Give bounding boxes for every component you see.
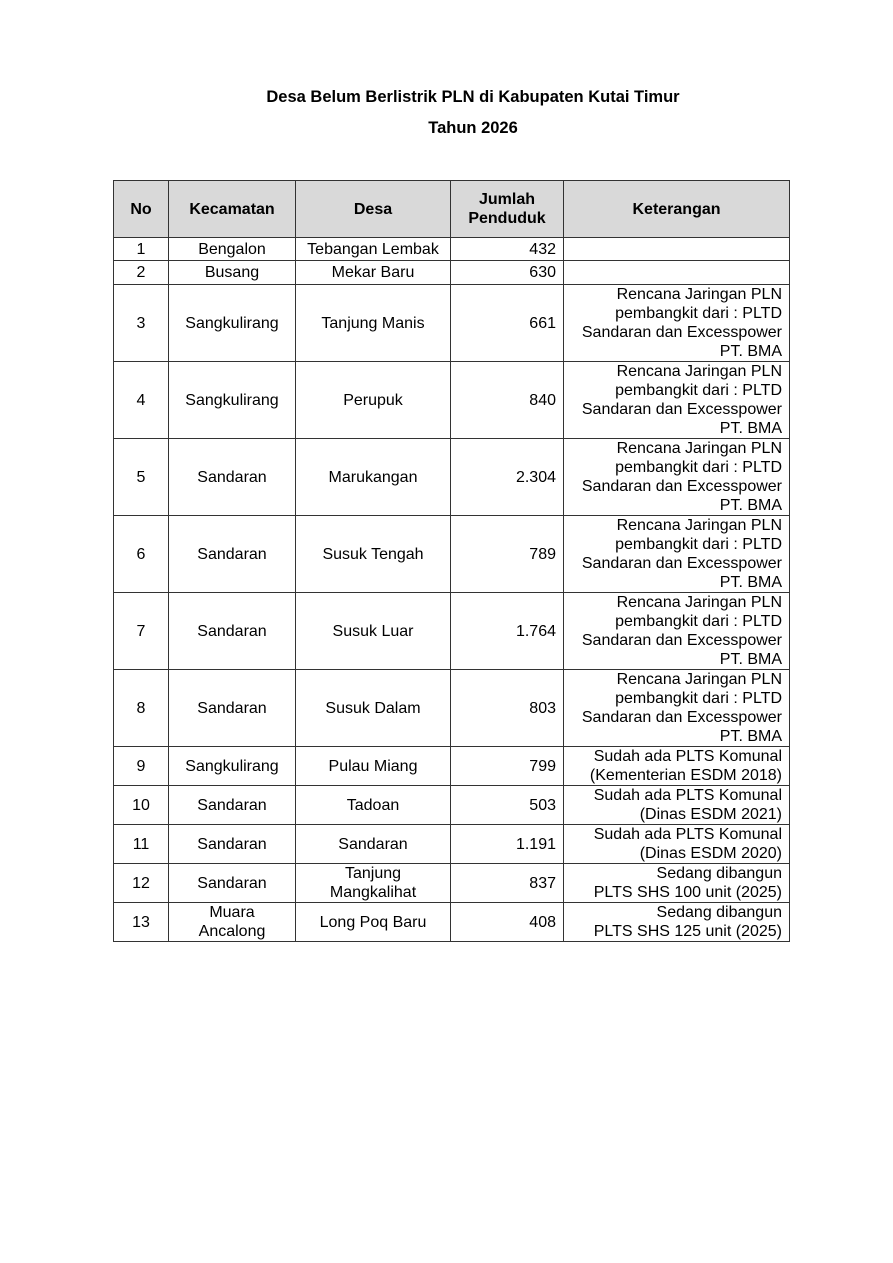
header-keterangan: Keterangan [563,180,790,238]
cell-desa: Tadoan [295,785,451,825]
cell-keterangan: Rencana Jaringan PLN pembangkit dari : P… [563,284,790,362]
cell-desa: Mekar Baru [295,260,451,285]
cell-jumlah: 1.764 [450,592,564,670]
cell-no: 11 [113,824,169,864]
cell-no: 2 [113,260,169,285]
cell-no: 4 [113,361,169,439]
cell-keterangan [563,237,790,261]
cell-kecamatan: Sandaran [168,669,296,747]
cell-no: 12 [113,863,169,903]
header-no: No [113,180,169,238]
villages-table: No Kecamatan Desa Jumlah Penduduk Ketera… [113,180,790,942]
cell-desa: Tebangan Lembak [295,237,451,261]
table-row: 8 Sandaran Susuk Dalam 803 Rencana Jaringan … [113,669,790,747]
cell-no: 6 [113,515,169,593]
table-row: 1 Bengalon Tebangan Lembak 432 [113,237,790,261]
table-header-row: No Kecamatan Desa Jumlah Penduduk Ketera… [113,180,790,238]
cell-keterangan: Rencana Jaringan PLN pembangkit dari : P… [563,515,790,593]
cell-keterangan [563,260,790,285]
cell-no: 1 [113,237,169,261]
cell-no: 5 [113,438,169,516]
cell-keterangan: Rencana Jaringan PLN pembangkit dari : P… [563,438,790,516]
cell-keterangan: Rencana Jaringan PLN pembangkit dari : P… [563,361,790,439]
cell-keterangan: Sedang dibangun PLTS SHS 125 unit (2025) [563,902,790,942]
cell-desa: Tanjung Manis [295,284,451,362]
cell-kecamatan: Sangkulirang [168,746,296,786]
cell-desa: Susuk Dalam [295,669,451,747]
cell-jumlah: 837 [450,863,564,903]
cell-jumlah: 789 [450,515,564,593]
table-row: 13 Muara Ancalong Long Poq Baru 408 Sedang d… [113,902,790,942]
cell-keterangan: Sudah ada PLTS Komunal (Dinas ESDM 2021) [563,785,790,825]
cell-no: 8 [113,669,169,747]
cell-jumlah: 803 [450,669,564,747]
cell-jumlah: 408 [450,902,564,942]
table-row: 11 Sandaran Sandaran 1.191 Sudah ada PLTS Ko… [113,824,790,864]
cell-kecamatan: Sangkulirang [168,284,296,362]
cell-kecamatan: Busang [168,260,296,285]
cell-jumlah: 432 [450,237,564,261]
cell-kecamatan: Sangkulirang [168,361,296,439]
table-row: 3 Sangkulirang Tanjung Manis 661 Rencana Jar… [113,284,790,362]
table-row: 7 Sandaran Susuk Luar 1.764 Rencana Jaringan… [113,592,790,670]
table-row: 6 Sandaran Susuk Tengah 789 Rencana Jaringan… [113,515,790,593]
cell-desa: Marukangan [295,438,451,516]
cell-jumlah: 1.191 [450,824,564,864]
cell-jumlah: 661 [450,284,564,362]
table-row: 4 Sangkulirang Perupuk 840 Rencana Jaringan … [113,361,790,439]
cell-desa: Perupuk [295,361,451,439]
table-row: 10 Sandaran Tadoan 503 Sudah ada PLTS Komuna… [113,785,790,825]
cell-keterangan: Sudah ada PLTS Komunal (Kementerian ESDM… [563,746,790,786]
table-row: 2 Busang Mekar Baru 630 [113,260,790,285]
cell-keterangan: Sudah ada PLTS Komunal (Dinas ESDM 2020) [563,824,790,864]
cell-desa: Sandaran [295,824,451,864]
cell-keterangan: Rencana Jaringan PLN pembangkit dari : P… [563,592,790,670]
cell-no: 13 [113,902,169,942]
cell-desa: Susuk Luar [295,592,451,670]
cell-no: 10 [113,785,169,825]
cell-jumlah: 2.304 [450,438,564,516]
cell-desa: Susuk Tengah [295,515,451,593]
cell-kecamatan: Sandaran [168,785,296,825]
cell-keterangan: Rencana Jaringan PLN pembangkit dari : P… [563,669,790,747]
header-kecamatan: Kecamatan [168,180,296,238]
table-row: 9 Sangkulirang Pulau Miang 799 Sudah ada PLT… [113,746,790,786]
cell-no: 3 [113,284,169,362]
cell-kecamatan: Sandaran [168,863,296,903]
cell-jumlah: 840 [450,361,564,439]
cell-jumlah: 799 [450,746,564,786]
cell-kecamatan: Sandaran [168,515,296,593]
cell-keterangan: Sedang dibangun PLTS SHS 100 unit (2025) [563,863,790,903]
header-desa: Desa [295,180,451,238]
table-row: 12 Sandaran Tanjung Mangkalihat 837 Sedang d… [113,863,790,903]
cell-kecamatan: Sandaran [168,592,296,670]
document-subtitle: Tahun 2026 [428,119,518,137]
cell-kecamatan: Sandaran [168,824,296,864]
table-row: 5 Sandaran Marukangan 2.304 Rencana Jaringan… [113,438,790,516]
header-jumlah-penduduk: Jumlah Penduduk [450,180,564,238]
cell-desa: Long Poq Baru [295,902,451,942]
cell-desa: Tanjung Mangkalihat [295,863,451,903]
cell-jumlah: 503 [450,785,564,825]
cell-kecamatan: Sandaran [168,438,296,516]
cell-kecamatan: Bengalon [168,237,296,261]
cell-desa: Pulau Miang [295,746,451,786]
cell-kecamatan: Muara Ancalong [168,902,296,942]
cell-no: 9 [113,746,169,786]
cell-jumlah: 630 [450,260,564,285]
cell-no: 7 [113,592,169,670]
document-title: Desa Belum Berlistrik PLN di Kabupaten K… [266,88,680,106]
